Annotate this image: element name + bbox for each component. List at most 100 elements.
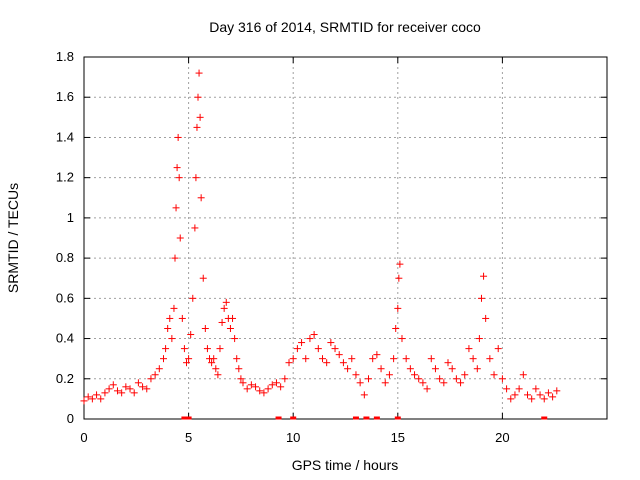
data-point [252, 383, 260, 391]
data-point [293, 345, 301, 353]
y-tick-labels: 0 0.2 0.4 0.6 0.8 1 1.2 1.4 1.6 1.8 [56, 49, 74, 426]
data-point [289, 355, 297, 363]
y-axis-title: SRMTID / TECUs [5, 183, 21, 293]
y-tick-label: 1 [67, 210, 74, 225]
data-point [365, 375, 373, 383]
data-point [231, 335, 239, 343]
data-point [486, 355, 494, 363]
data-point [171, 254, 179, 262]
data-point [348, 355, 356, 363]
data-point [122, 383, 130, 391]
data-point [185, 355, 193, 363]
data-point [235, 365, 243, 373]
data-point [101, 389, 109, 397]
data-point [88, 395, 96, 403]
data-point [222, 298, 230, 306]
data-point [431, 365, 439, 373]
data-point [243, 385, 251, 393]
data-point [352, 371, 360, 379]
data-point [475, 335, 483, 343]
data-point [524, 391, 532, 399]
x-tick-label: 10 [286, 430, 300, 445]
data-point [93, 391, 101, 399]
data-point [218, 318, 226, 326]
data-point [423, 385, 431, 393]
y-tick-label: 1.4 [56, 129, 74, 144]
data-point [419, 379, 427, 387]
data-point [277, 383, 285, 391]
x-tick-label: 0 [80, 430, 87, 445]
data-point [490, 371, 498, 379]
data-point [174, 133, 182, 141]
data-point [344, 365, 352, 373]
data-point [398, 335, 406, 343]
data-point [469, 355, 477, 363]
data-point [166, 314, 174, 322]
data-point [335, 351, 343, 359]
data-point [507, 395, 515, 403]
data-point [519, 371, 527, 379]
data-point [503, 385, 511, 393]
data-point [175, 174, 183, 182]
data-point [109, 381, 117, 389]
data-point [212, 365, 220, 373]
data-point [264, 385, 272, 393]
data-point [314, 345, 322, 353]
data-point [155, 365, 163, 373]
data-point [415, 375, 423, 383]
data-point [394, 304, 402, 312]
data-point [216, 345, 224, 353]
data-point [195, 69, 203, 77]
y-tick-label: 0.4 [56, 331, 74, 346]
data-point [327, 339, 335, 347]
data-point [260, 389, 268, 397]
data-point [201, 325, 209, 332]
data-point [134, 379, 142, 387]
data-point [369, 355, 377, 363]
data-point [130, 389, 138, 397]
y-tick-label: 0.8 [56, 250, 74, 265]
data-point [436, 375, 444, 383]
data-point [536, 391, 544, 399]
data-point [97, 395, 105, 403]
data-point [194, 93, 202, 101]
data-point [193, 123, 201, 131]
data-point [208, 359, 216, 367]
data-point [360, 391, 368, 399]
data-point [191, 224, 199, 232]
data-point [532, 385, 540, 393]
data-point [356, 379, 364, 387]
chart-title: Day 316 of 2014, SRMTID for receiver coc… [209, 19, 481, 35]
data-point [176, 234, 184, 242]
data-point [306, 335, 314, 343]
data-point [272, 379, 280, 387]
data-point [139, 383, 147, 391]
data-point [331, 345, 339, 353]
data-point [118, 389, 126, 397]
y-tick-label: 1.2 [56, 170, 74, 185]
x-tick-label: 20 [495, 430, 509, 445]
data-point [151, 371, 159, 379]
data-point [172, 204, 180, 212]
data-point [162, 345, 170, 353]
data-point [113, 387, 121, 395]
data-point [390, 355, 398, 363]
data-point [178, 314, 186, 322]
data-point [457, 379, 465, 387]
data-point [528, 395, 536, 403]
data-point [105, 385, 113, 393]
data-point [406, 365, 414, 373]
y-tick-label: 0 [67, 411, 74, 426]
data-point [256, 387, 264, 395]
data-point [553, 387, 561, 395]
data-point [318, 355, 326, 363]
data-point [373, 351, 381, 359]
y-tick-label: 1.8 [56, 49, 74, 64]
data-point [180, 345, 188, 353]
data-point [339, 359, 347, 367]
data-point [427, 355, 435, 363]
data-point [239, 379, 247, 387]
data-point [377, 365, 385, 373]
data-point [392, 325, 400, 332]
data-point [229, 314, 237, 322]
